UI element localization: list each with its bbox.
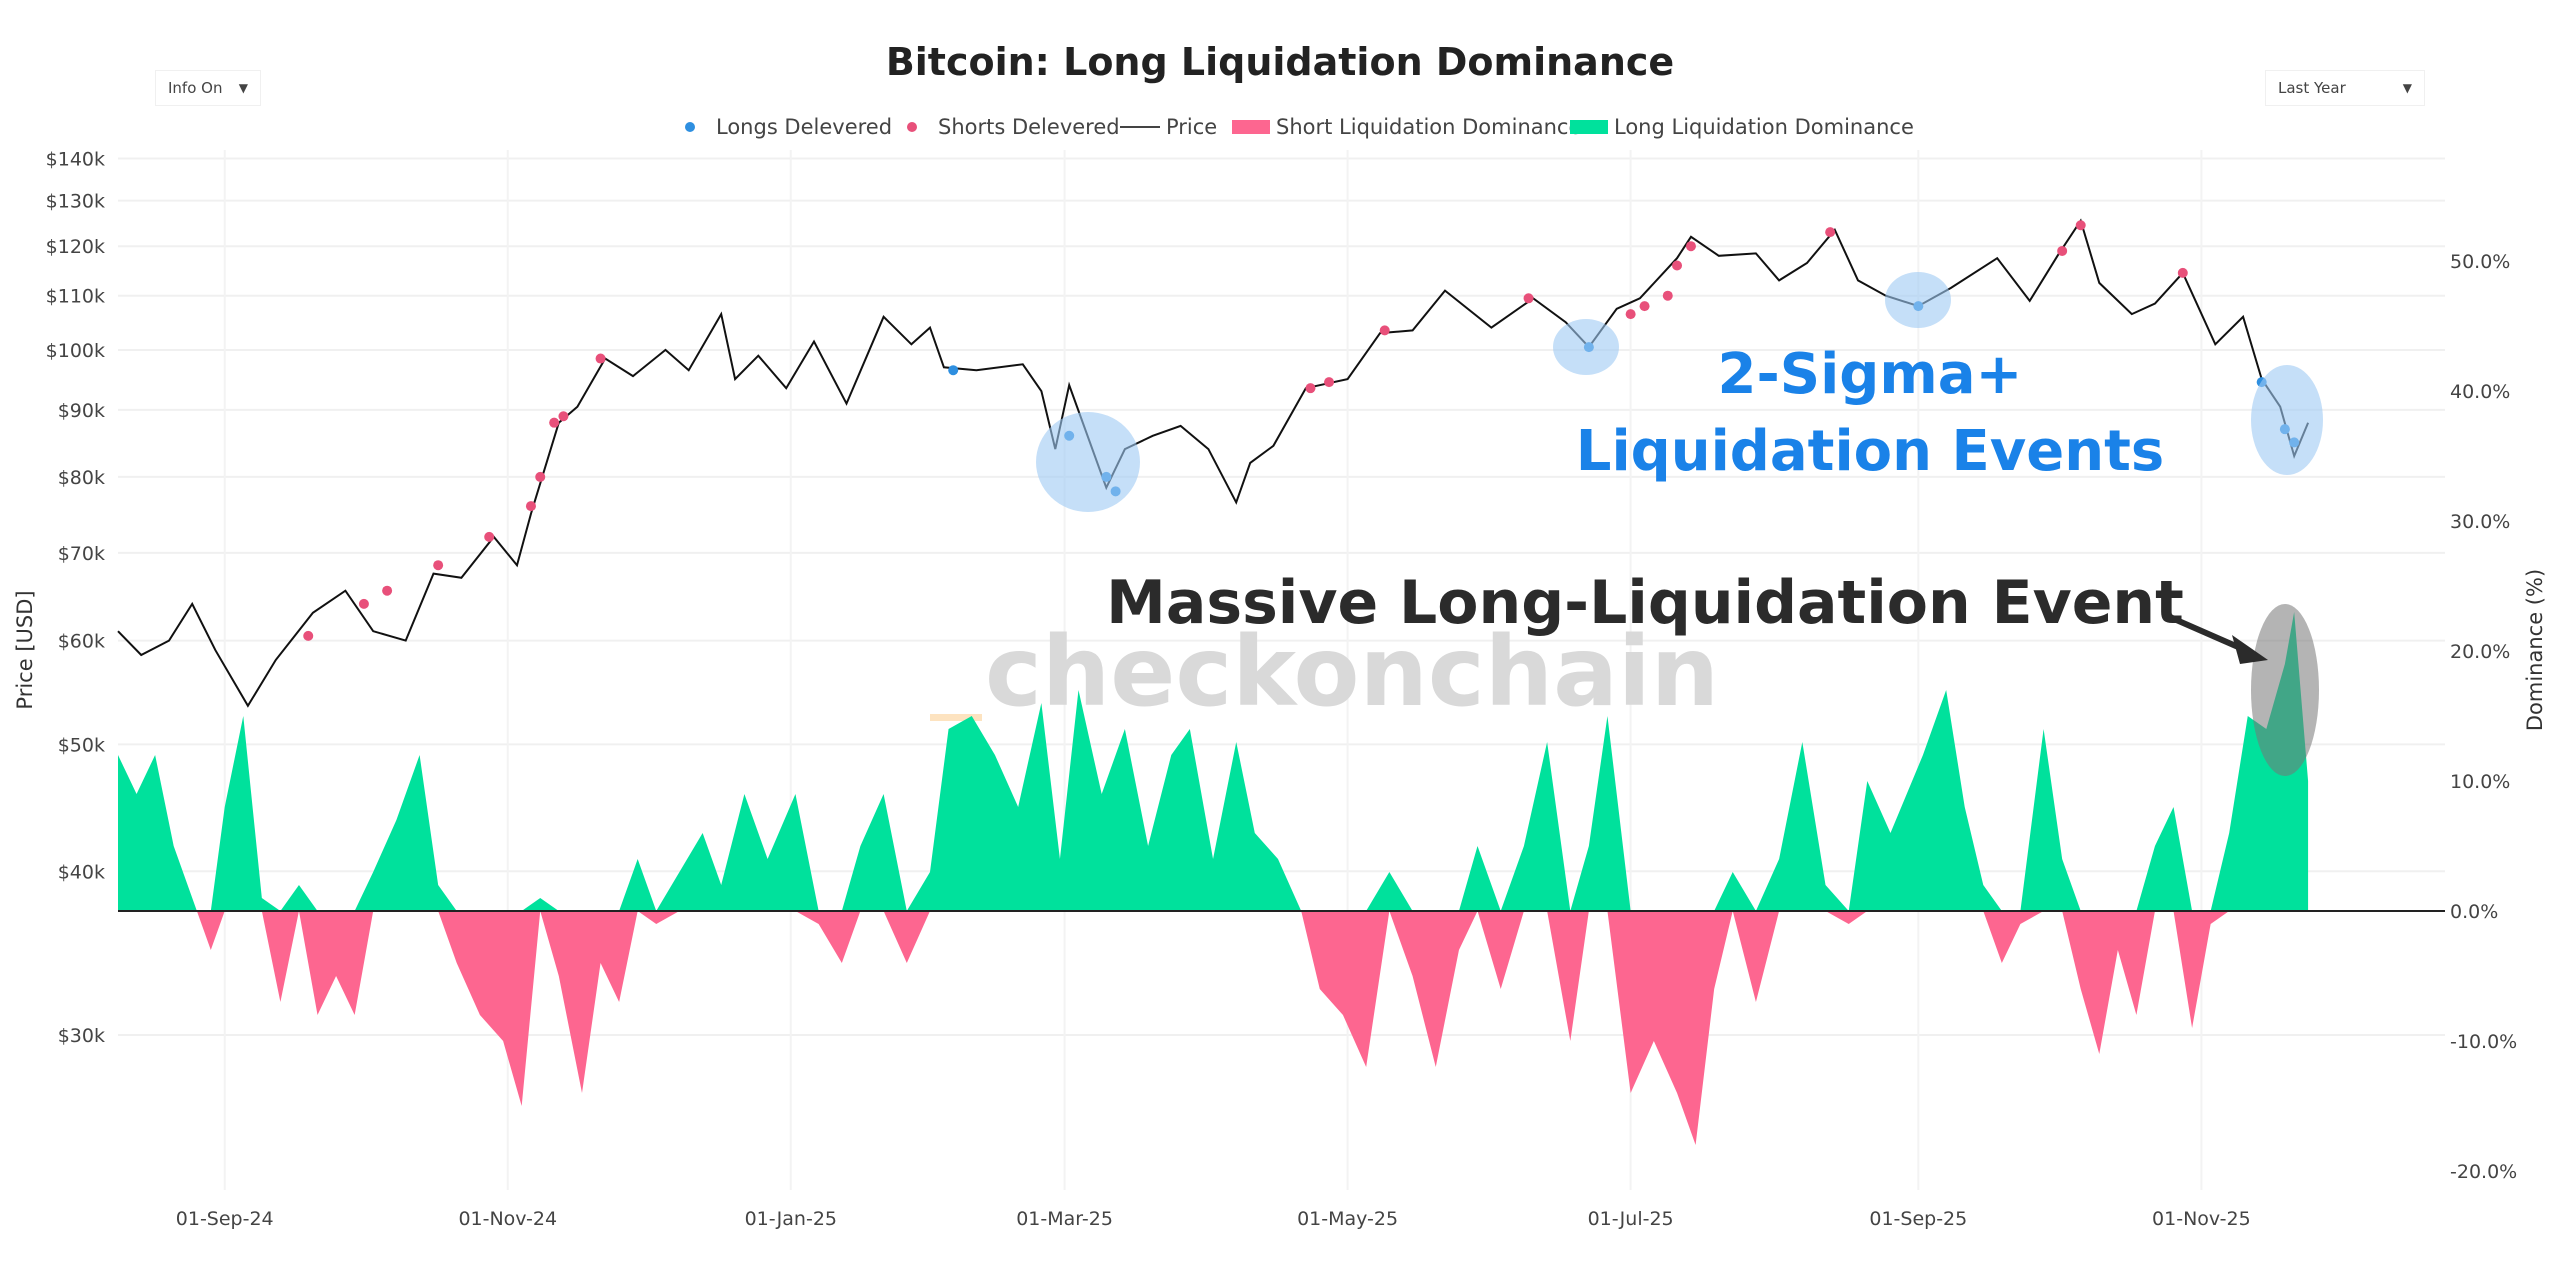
y2-tick-label: -20.0%: [2450, 1161, 2517, 1183]
x-tick-label: 01-May-25: [1297, 1208, 1398, 1230]
highlight-circle: [1885, 272, 1951, 328]
shorts-delevered-dot: [1685, 241, 1696, 252]
shorts-delevered-dot: [1825, 227, 1836, 238]
x-axis-ticks: 01-Sep-24 01-Nov-24 01-Jan-25 01-Mar-25 01-M…: [176, 1208, 2251, 1230]
shorts-delevered-dot: [549, 417, 560, 428]
price-line: [117, 218, 2310, 708]
shorts-delevered-dot: [303, 630, 314, 641]
legend-shorts[interactable]: Shorts Delevered: [938, 115, 1120, 139]
legend-longs[interactable]: Longs Delevered: [716, 115, 892, 139]
shorts-delevered-dot: [1305, 383, 1316, 394]
legend-longs-icon: [685, 122, 695, 132]
shorts-delevered-dot: [358, 598, 369, 609]
y2-tick-label: 10.0%: [2450, 771, 2510, 793]
shorts-delevered-dot: [433, 560, 444, 571]
x-tick-label: 01-Sep-24: [176, 1208, 274, 1230]
watermark: checkonchain: [985, 616, 1719, 728]
y-tick-label: $100k: [46, 340, 105, 362]
y2-tick-label: 30.0%: [2450, 511, 2510, 533]
y-tick-label: $110k: [46, 286, 105, 308]
y2-tick-label: 20.0%: [2450, 641, 2510, 663]
legend-short-dom-icon: [1232, 120, 1270, 134]
range-dropdown-label: Last Year: [2278, 79, 2346, 97]
y-tick-label: $40k: [58, 861, 105, 883]
annotation-sigma-2: Liquidation Events: [1576, 419, 2164, 484]
shorts-delevered-dot: [1639, 301, 1650, 312]
y-tick-label: $90k: [58, 400, 105, 422]
legend-shorts-icon: [907, 122, 917, 132]
watermark-mark: [930, 714, 982, 721]
y-tick-label: $140k: [46, 148, 105, 170]
shorts-delevered-dot: [525, 501, 536, 512]
annotation-sigma-1: 2-Sigma+: [1718, 342, 2023, 407]
shorts-delevered-dot: [2177, 267, 2188, 278]
y2-axis-title: Dominance (%): [2523, 569, 2547, 731]
y-tick-label: $80k: [58, 467, 105, 489]
y-axis-title: Price [USD]: [13, 590, 37, 709]
x-tick-label: 01-Jul-25: [1588, 1208, 1674, 1230]
shorts-delevered-dot: [382, 585, 393, 596]
x-tick-label: 01-Jan-25: [745, 1208, 837, 1230]
highlight-circle: [2251, 365, 2323, 475]
shorts-delevered-dot: [2057, 245, 2068, 256]
annotation-massive: Massive Long-Liquidation Event: [1106, 568, 2184, 638]
shorts-delevered-dot: [1672, 260, 1683, 271]
x-tick-label: 01-Sep-25: [1869, 1208, 1967, 1230]
shorts-delevered-dot: [1324, 377, 1335, 388]
x-tick-label: 01-Mar-25: [1016, 1208, 1113, 1230]
highlight-circles: [1036, 272, 2323, 512]
longs-delevered-dot: [948, 365, 959, 376]
x-tick-label: 01-Nov-25: [2152, 1208, 2251, 1230]
shorts-delevered-dot: [2075, 220, 2086, 231]
range-dropdown[interactable]: Last Year ▼: [2265, 70, 2425, 106]
highlight-circle: [1036, 412, 1140, 512]
y2-axis-ticks: 50.0% 40.0% 30.0% 20.0% 10.0% 0.0% -10.0% -20.0…: [2450, 251, 2517, 1183]
info-dropdown[interactable]: Info On ▼: [155, 70, 261, 106]
shorts-delevered-dot: [558, 411, 569, 422]
legend-price[interactable]: Price: [1166, 115, 1217, 139]
shorts-delevered-dot: [595, 353, 606, 364]
legend-long-dom-icon: [1570, 120, 1608, 134]
y-tick-label: $30k: [58, 1025, 105, 1047]
y-tick-label: $50k: [58, 734, 105, 756]
arrow-icon: [2163, 612, 2268, 664]
shorts-delevered-dot: [1625, 309, 1636, 320]
legend-long-dom[interactable]: Long Liquidation Dominance: [1614, 115, 1914, 139]
legend-short-dom[interactable]: Short Liquidation Dominance: [1276, 115, 1581, 139]
short-dominance-area: [118, 911, 2309, 1145]
x-tick-label: 01-Nov-24: [458, 1208, 557, 1230]
shorts-delevered-dot: [1662, 290, 1673, 301]
shorts-delevered-dot: [535, 471, 546, 482]
chevron-down-icon: ▼: [238, 81, 248, 95]
dominance-area: [118, 612, 2309, 1145]
shorts-delevered-dot: [1523, 293, 1534, 304]
massive-event-highlight: [2251, 604, 2319, 776]
info-dropdown-label: Info On: [168, 79, 223, 97]
legend: Longs Delevered Shorts Delevered Price S…: [685, 115, 1914, 139]
shorts-delevered-dot: [484, 531, 495, 542]
y2-tick-label: 40.0%: [2450, 381, 2510, 403]
shorts-delevered-dot: [1379, 325, 1390, 336]
chevron-down-icon: ▼: [2402, 81, 2412, 95]
y-tick-label: $120k: [46, 236, 105, 258]
y2-tick-label: -10.0%: [2450, 1031, 2517, 1053]
chart-title: Bitcoin: Long Liquidation Dominance: [886, 40, 1674, 84]
y2-tick-label: 50.0%: [2450, 251, 2510, 273]
y-tick-label: $130k: [46, 191, 105, 213]
y-tick-label: $60k: [58, 631, 105, 653]
y-tick-label: $70k: [58, 543, 105, 565]
y2-tick-label: 0.0%: [2450, 901, 2498, 923]
y-axis-ticks: $140k $130k $120k $110k $100k $90k $80k $70k $60…: [46, 148, 105, 1047]
highlight-circle: [1553, 319, 1619, 375]
